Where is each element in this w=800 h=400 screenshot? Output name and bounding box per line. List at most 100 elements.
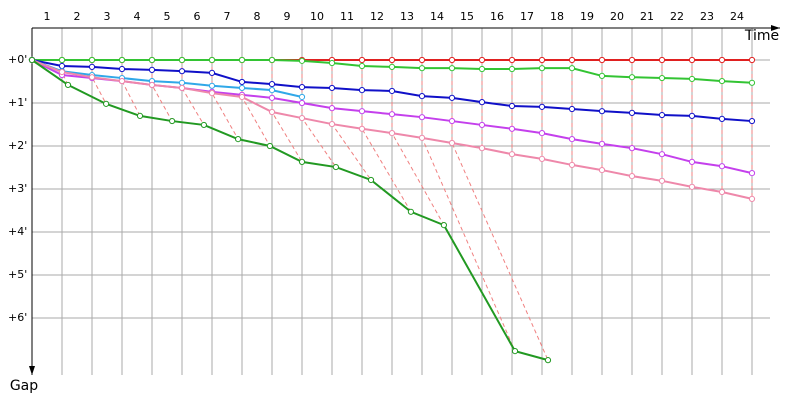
y-axis-label: Gap [10,378,38,394]
point [748,117,756,125]
point [118,77,126,85]
point [208,69,216,77]
point [658,111,666,119]
point [448,139,456,147]
y-tick-label: +1' [8,96,27,109]
lap-connector [391,60,445,226]
point [748,79,756,86]
point [448,117,456,125]
point [440,222,447,229]
point [208,56,216,64]
point [568,161,576,169]
x-tick-label: 3 [104,10,111,23]
point [448,94,456,101]
point [169,117,176,125]
x-tick-label: 11 [340,10,354,23]
point [103,100,110,107]
point [718,188,726,196]
point [266,142,273,150]
point [628,56,636,64]
point [628,74,636,81]
y-tick-label: +4' [8,225,27,238]
point [268,108,276,116]
point [538,103,546,110]
x-tick-label: 12 [370,10,384,23]
x-tick-label: 13 [400,10,414,23]
point [478,65,486,73]
point [718,163,726,170]
y-tick-label: +3' [8,182,27,195]
point [508,65,516,73]
point [598,166,606,174]
point [148,66,156,73]
x-tick-label: 20 [610,10,624,23]
point [367,176,375,184]
series-line [31,59,303,98]
point [628,173,636,180]
point [178,79,186,86]
x-axis-arrow [771,25,780,31]
point [298,99,306,107]
point [688,56,696,64]
point [688,183,696,190]
point [658,177,666,184]
point [418,65,426,72]
point [658,151,666,158]
lap-connector [361,60,412,213]
point [478,145,486,152]
point [418,134,426,141]
point [388,87,396,95]
point [298,93,306,101]
point [388,63,396,70]
point [718,77,726,85]
point [418,93,426,100]
point [598,108,606,115]
point [544,357,552,364]
point [388,111,396,118]
point [358,87,366,94]
point [58,68,66,76]
point [538,155,546,162]
point [298,83,306,91]
y-tick-label: +6' [8,311,27,324]
point [358,125,366,132]
point [358,108,366,115]
point [388,56,396,64]
point [538,65,546,72]
point [178,56,186,64]
x-tick-label: 2 [74,10,81,23]
point [208,82,216,89]
point [508,125,516,132]
point [478,121,486,129]
point [568,65,576,72]
point [178,68,186,75]
point [208,90,216,97]
point [178,84,186,92]
point [508,151,516,158]
x-tick-label: 19 [580,10,594,23]
point [748,195,756,202]
point [238,78,246,86]
y-tick-label: +5' [8,268,27,281]
x-tick-label: 23 [700,10,714,23]
x-tick-label: 16 [490,10,504,23]
x-tick-label: 1 [44,10,51,23]
x-tick-label: 17 [520,10,534,23]
point [358,56,366,64]
point [148,56,156,64]
point [478,56,486,64]
x-tick-label: 18 [550,10,564,23]
point [568,56,576,64]
point [511,348,519,355]
point [136,112,144,120]
point [328,59,336,67]
x-tick-label: 10 [310,10,324,23]
x-tick-label: 5 [164,10,171,23]
point [298,57,306,64]
point [688,112,696,120]
point [448,65,456,72]
point [328,120,336,128]
point [748,169,756,177]
point [118,65,126,73]
